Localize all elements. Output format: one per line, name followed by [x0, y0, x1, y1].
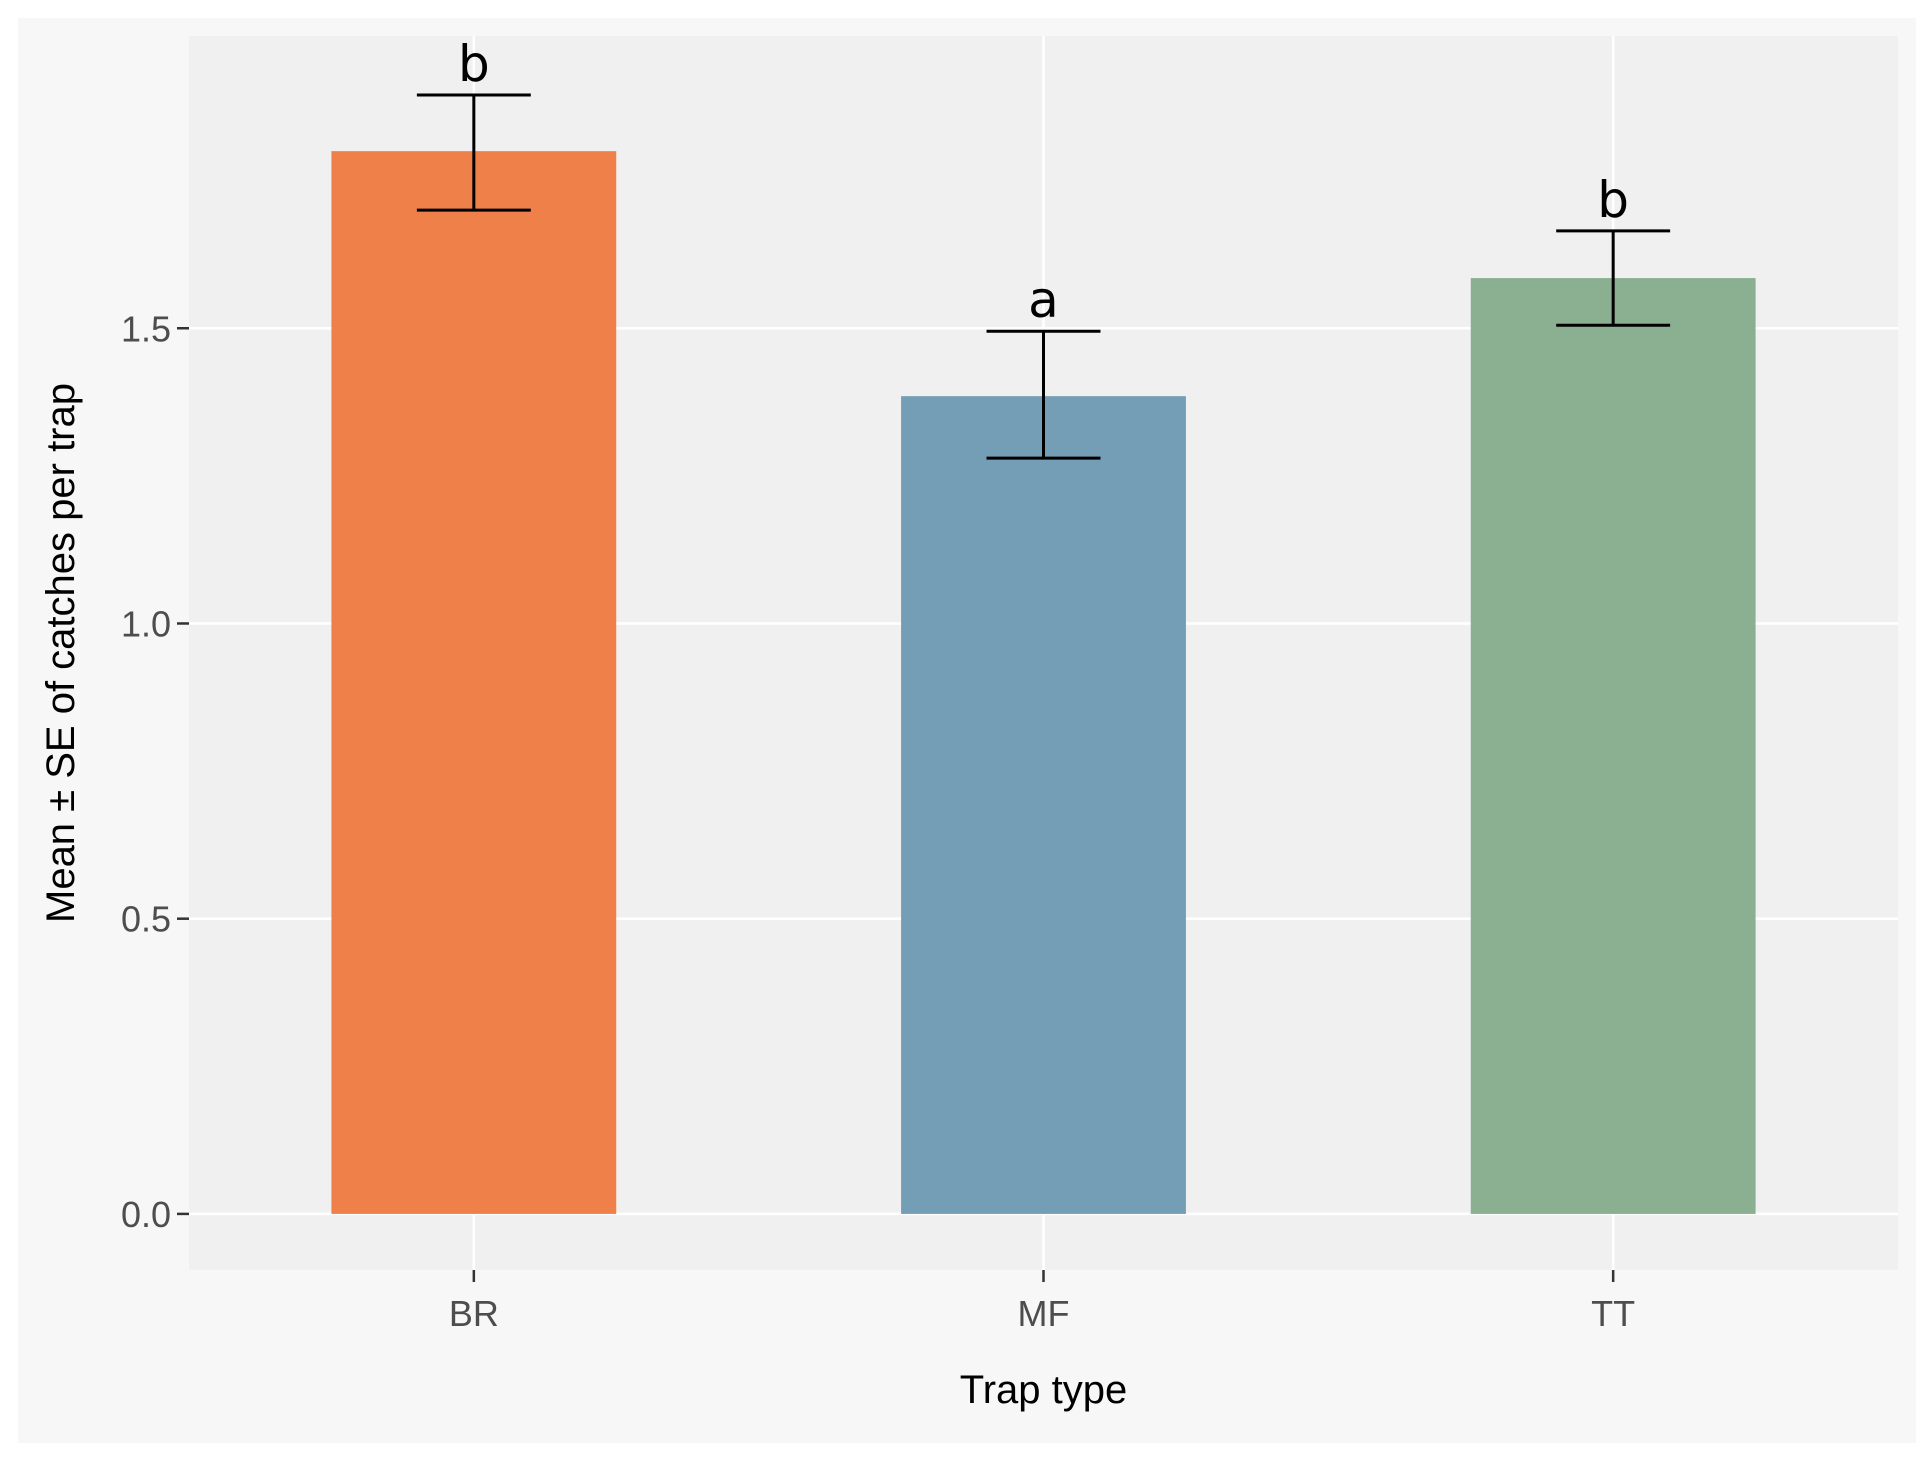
x-axis-title: Trap type	[960, 1368, 1127, 1412]
bars-layer	[331, 151, 1756, 1214]
axis-layer: 0.0 0.5 1.0 1.5 BR MF TT	[121, 308, 1635, 1334]
letter-layer: b a b	[458, 35, 1629, 329]
error-bar-tt	[1556, 229, 1671, 327]
error-bar-mf	[986, 329, 1101, 460]
x-tick-label: TT	[1591, 1293, 1635, 1334]
errorbar-layer	[416, 93, 1671, 460]
bar-br	[331, 151, 617, 1214]
significance-letter-br: b	[458, 35, 490, 93]
y-axis-title: Mean ± SE of catches per trap	[39, 383, 83, 923]
y-tick-label: 1.5	[121, 308, 171, 349]
y-tick-label: 1.0	[121, 603, 171, 644]
significance-letter-mf: a	[1028, 271, 1059, 329]
y-tick-label: 0.0	[121, 1194, 171, 1235]
x-tick-label: BR	[449, 1293, 499, 1334]
bar-tt	[1470, 278, 1756, 1214]
error-bar-br	[416, 93, 531, 212]
figure: b a b 0.0 0.5 1.0 1.5 BR MF TT Trap type Mean ± …	[18, 18, 1916, 1443]
x-tick-label: MF	[1018, 1293, 1070, 1334]
bar-mf	[901, 396, 1186, 1214]
y-tick-label: 0.5	[121, 899, 171, 940]
significance-letter-tt: b	[1597, 171, 1629, 229]
bar-chart: b a b 0.0 0.5 1.0 1.5 BR MF TT Trap type Mean ± …	[39, 35, 1898, 1412]
